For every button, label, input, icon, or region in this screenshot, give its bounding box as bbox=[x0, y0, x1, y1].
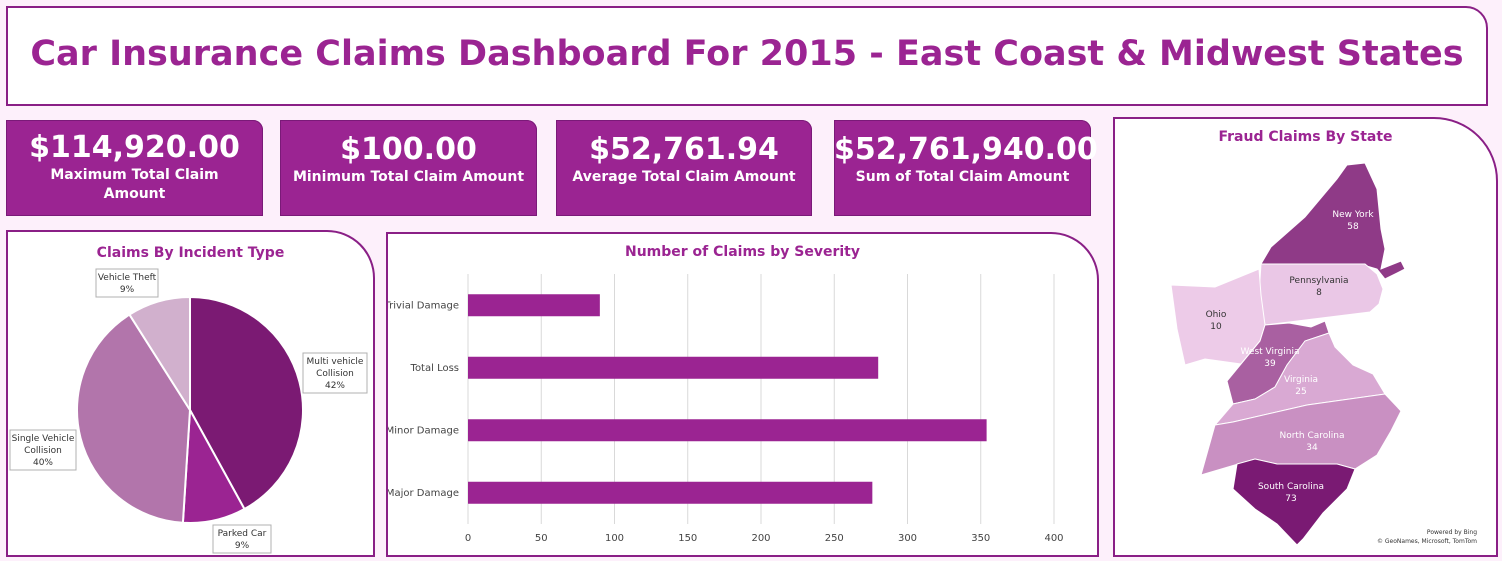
pie-label-box bbox=[9, 429, 77, 471]
bar-minor-damage[interactable] bbox=[468, 419, 987, 442]
kpi-label: Minimum Total Claim Amount bbox=[292, 169, 525, 185]
kpi-label: Average Total Claim Amount bbox=[572, 169, 796, 185]
fraud-map-panel: Fraud Claims By State New York 58 Pennsylv… bbox=[1113, 117, 1498, 557]
state-label: New York 58 bbox=[1332, 210, 1374, 232]
pie-data-label: Parked Car 9% bbox=[218, 529, 267, 551]
pie-slice-multi-vehicle-collision[interactable] bbox=[189, 295, 304, 511]
x-tick-label: 100 bbox=[605, 533, 624, 544]
pie-data-label: Multi vehicle Collision 42% bbox=[307, 357, 364, 391]
y-category-label: Total Loss bbox=[410, 363, 459, 374]
kpi-label: Maximum Total Claim Amount bbox=[50, 167, 219, 202]
x-tick-label: 150 bbox=[678, 533, 697, 544]
bar-trivial-damage[interactable] bbox=[468, 294, 600, 317]
pie-label-box bbox=[302, 352, 368, 394]
x-tick-label: 50 bbox=[535, 533, 548, 544]
y-category-label: Trivial Damage bbox=[388, 300, 459, 311]
state-label: Ohio 10 bbox=[1206, 310, 1227, 332]
x-tick-label: 0 bbox=[465, 533, 471, 544]
state-south-carolina[interactable] bbox=[1232, 458, 1356, 546]
pie-label-box bbox=[95, 268, 159, 298]
bar-major-damage[interactable] bbox=[468, 481, 873, 504]
page-title: Car Insurance Claims Dashboard For 2015 … bbox=[30, 34, 1464, 74]
kpi-card-average: $52,761.94 Average Total Claim Amount bbox=[556, 120, 812, 216]
bar-total-loss[interactable] bbox=[468, 356, 879, 379]
state-label: West Virginia 39 bbox=[1241, 347, 1300, 369]
y-category-label: Minor Damage bbox=[388, 425, 459, 436]
pie-slice-vehicle-theft[interactable] bbox=[128, 295, 191, 414]
state-new-york[interactable] bbox=[1260, 162, 1406, 280]
kpi-label: Sum of Total Claim Amount bbox=[855, 169, 1070, 185]
fraud-claims-map: New York 58 Pennsylvania 8 Ohio 10 West Virgin… bbox=[1170, 162, 1477, 546]
x-tick-label: 300 bbox=[898, 533, 917, 544]
x-tick-label: 200 bbox=[751, 533, 770, 544]
state-label: North Carolina 34 bbox=[1279, 431, 1344, 453]
state-label: Pennsylvania 8 bbox=[1289, 276, 1348, 298]
pie-data-label: Single Vehicle Collision 40% bbox=[12, 434, 75, 468]
kpi-value: $52,761,940.00 bbox=[834, 132, 1098, 167]
x-tick-label: 250 bbox=[825, 533, 844, 544]
x-tick-label: 350 bbox=[971, 533, 990, 544]
kpi-card-sum: $52,761,940.00 Sum of Total Claim Amount bbox=[834, 120, 1098, 216]
severity-bar-chart: 0 50 100 150 200 250 300 350 400 Trivial Damage To… bbox=[388, 274, 1064, 544]
map-attribution: Powered by Bing bbox=[1427, 529, 1477, 536]
y-category-label: Major Damage bbox=[388, 488, 459, 499]
map-attribution: © GeoNames, Microsoft, TomTom bbox=[1377, 538, 1477, 545]
chart-title: Number of Claims by Severity bbox=[624, 244, 860, 260]
pie-label-box bbox=[212, 524, 272, 554]
pie-data-label: Vehicle Theft 9% bbox=[98, 273, 157, 295]
chart-title: Fraud Claims By State bbox=[1218, 129, 1393, 145]
severity-chart-panel: Number of Claims by Severity 0 50 100 150 20… bbox=[386, 232, 1099, 557]
incident-type-chart-panel: Claims By Incident Type Multi vehicle Col… bbox=[6, 230, 375, 557]
kpi-card-minimum: $100.00 Minimum Total Claim Amount bbox=[280, 120, 537, 216]
x-tick-label: 400 bbox=[1044, 533, 1063, 544]
state-label: Virginia 25 bbox=[1284, 375, 1318, 397]
kpi-value: $100.00 bbox=[340, 132, 477, 167]
kpi-value: $52,761.94 bbox=[589, 132, 779, 167]
kpi-value: $114,920.00 bbox=[29, 130, 240, 165]
kpi-card-maximum: $114,920.00 Maximum Total Claim Amount bbox=[6, 120, 263, 216]
chart-title: Claims By Incident Type bbox=[96, 245, 285, 261]
incident-type-pie-chart: Multi vehicle Collision 42% Parked Car 9% Sin… bbox=[9, 268, 368, 554]
title-panel: Car Insurance Claims Dashboard For 2015 … bbox=[6, 6, 1488, 106]
state-label: South Carolina 73 bbox=[1258, 482, 1324, 504]
